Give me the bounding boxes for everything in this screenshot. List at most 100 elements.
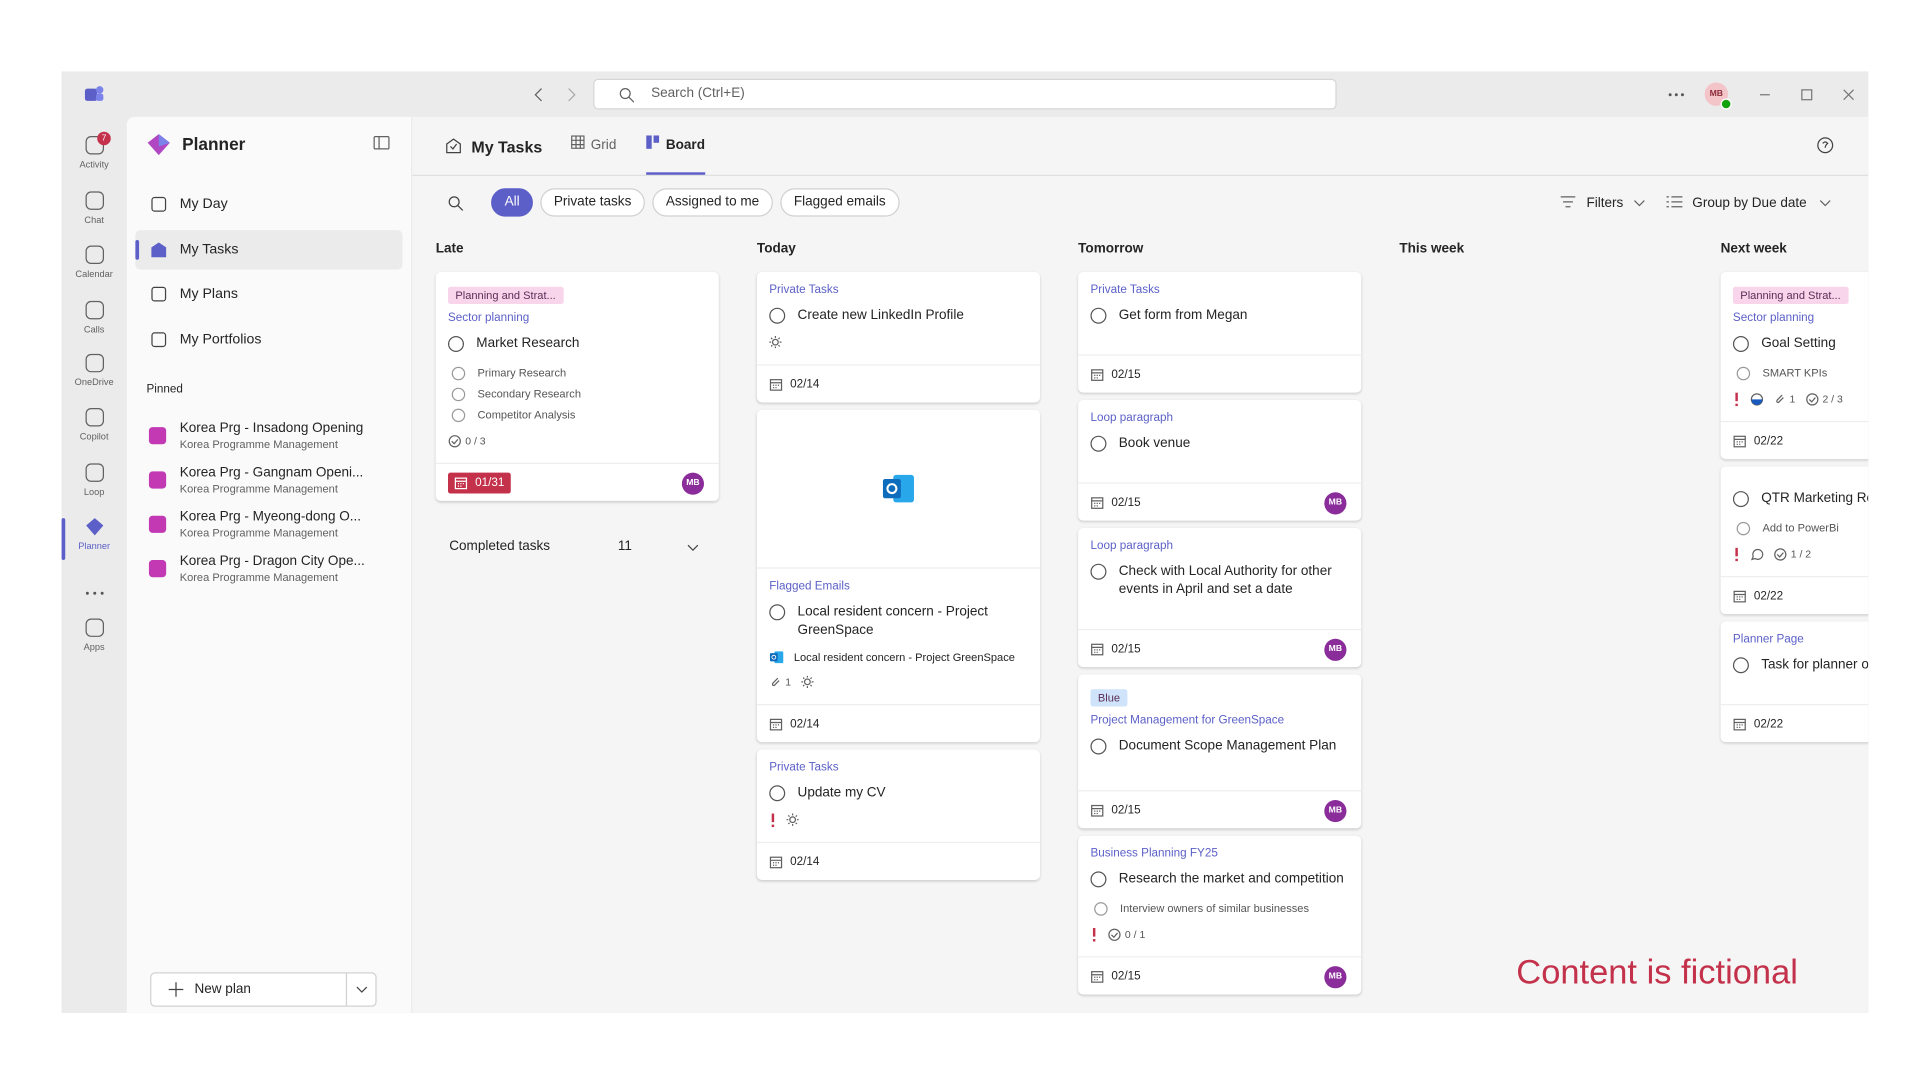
nav-item[interactable]: My Portfolios xyxy=(135,320,402,359)
nav-label: My Portfolios xyxy=(179,332,262,348)
checkbox[interactable] xyxy=(447,335,464,352)
icon xyxy=(151,196,167,212)
checkbox[interactable] xyxy=(1732,335,1749,352)
meta-priority xyxy=(1733,547,1740,561)
help-icon[interactable] xyxy=(1817,137,1834,154)
plan-subtitle: Korea Programme Management xyxy=(179,438,338,451)
plus-icon xyxy=(168,982,184,997)
filter-chip[interactable]: Flagged emails xyxy=(780,188,900,217)
rail-item[interactable]: Calls xyxy=(62,294,127,348)
collapse-button[interactable] xyxy=(373,135,390,150)
filters-icon xyxy=(1560,196,1576,208)
checklist-item: Secondary Research xyxy=(448,384,706,405)
date-text: 02/15 xyxy=(1111,367,1141,381)
checkbox[interactable] xyxy=(451,387,466,402)
task-card[interactable]: Private Tasks Create new LinkedIn Profile… xyxy=(756,271,1040,403)
chevron[interactable] xyxy=(356,986,368,993)
checkbox[interactable] xyxy=(1090,435,1107,452)
task-card[interactable]: Planner Page Task for planner o 02/22 xyxy=(1720,621,1869,743)
assignee: MB xyxy=(1324,966,1347,989)
rail-item[interactable]: OneDrive xyxy=(62,347,127,401)
new-plan-button[interactable]: New plan xyxy=(150,972,377,1007)
view-tab[interactable]: Board xyxy=(646,135,705,175)
date-text: 02/22 xyxy=(1753,716,1784,731)
checkbox[interactable] xyxy=(1090,738,1107,755)
checkbox[interactable] xyxy=(769,307,786,324)
completed-tasks[interactable]: Completed tasks 11 xyxy=(436,528,719,565)
checkbox[interactable] xyxy=(1090,307,1107,324)
plan-name: Korea Prg - Gangnam Openi... xyxy=(179,465,364,480)
due-date: 02/14 xyxy=(769,717,819,730)
task-card[interactable]: Loop paragraph Book venue 02/15 MB xyxy=(1078,399,1362,521)
checkbox[interactable] xyxy=(769,785,786,802)
task-card[interactable]: Planning and Strat... Sector planning Goal… xyxy=(1720,271,1869,460)
icon xyxy=(1733,590,1746,602)
rail-item[interactable]: Apps xyxy=(62,612,127,666)
title-text: Book venue xyxy=(1118,435,1191,451)
task-card[interactable]: Business Planning FY25 Research the marke… xyxy=(1078,835,1362,995)
pinned-plan[interactable]: Korea Prg - Gangnam Openi... Korea Progra… xyxy=(146,465,392,502)
view-tab[interactable]: Grid xyxy=(571,135,616,172)
filter-chip[interactable]: All xyxy=(491,188,534,217)
filter-chip[interactable]: Private tasks xyxy=(540,188,645,217)
assignee: MB xyxy=(1324,492,1347,515)
checklist-item: Interview owners of similar businesses xyxy=(1090,898,1348,919)
column-title: Next week xyxy=(1720,241,1787,256)
meta-check: 1 / 2 xyxy=(1774,547,1811,561)
checkbox[interactable] xyxy=(1736,366,1751,381)
completed-label: Completed tasks xyxy=(449,539,551,554)
rail-item[interactable]: Calendar xyxy=(62,239,127,293)
task-card[interactable]: Planning and Strat... Sector planning Mark… xyxy=(435,271,719,501)
checklist-text: SMART KPIs xyxy=(1762,366,1828,380)
rail-item[interactable]: Loop xyxy=(62,457,127,511)
checkbox[interactable] xyxy=(769,604,786,621)
filter-search[interactable] xyxy=(447,194,464,211)
checkbox[interactable] xyxy=(451,408,466,423)
icon xyxy=(769,335,782,349)
nav-label: My Tasks xyxy=(179,242,239,257)
task-card[interactable]: Loop paragraph Check with Local Authority… xyxy=(1078,527,1362,668)
task-card[interactable]: Private Tasks Get form from Megan 02/15 xyxy=(1078,271,1362,393)
checklist-item: Primary Research xyxy=(448,363,706,384)
meta-progress xyxy=(1750,392,1764,406)
plan-icon xyxy=(148,427,167,445)
group-by-button[interactable]: Group by Due date xyxy=(1692,195,1807,211)
plan-icon xyxy=(148,559,167,578)
card-footer: 02/15 MB xyxy=(1078,956,1362,994)
rail-item[interactable]: Activity 7 xyxy=(62,129,127,183)
title-text: Update my CV xyxy=(797,785,886,800)
filter-chip[interactable]: Assigned to me xyxy=(652,188,773,217)
checkbox[interactable] xyxy=(1732,491,1749,508)
task-card[interactable]: QTR Marketing Re Add to PowerBi 1 / 2 02/22 xyxy=(1720,466,1869,615)
rail-item[interactable]: Copilot xyxy=(62,401,127,455)
more-icon[interactable] xyxy=(1668,92,1685,97)
search-box[interactable]: Search (Ctrl+E) xyxy=(593,78,1337,110)
task-card[interactable]: Flagged Emails Local resident concern - P… xyxy=(756,409,1040,743)
checkbox[interactable] xyxy=(1090,871,1107,888)
checkbox[interactable] xyxy=(1736,521,1751,536)
meta-row: 0 / 1 xyxy=(1090,927,1348,942)
rail-item[interactable]: Planner xyxy=(61,511,127,565)
checkbox[interactable] xyxy=(1094,902,1108,916)
due-date: 02/15 xyxy=(1090,803,1141,817)
history-nav[interactable] xyxy=(532,86,581,103)
filters-button[interactable]: Filters xyxy=(1586,195,1624,211)
window-controls[interactable] xyxy=(1758,86,1856,103)
more[interactable] xyxy=(85,580,105,602)
nav-item[interactable]: My Tasks xyxy=(135,229,403,270)
meta-attach: 1 xyxy=(769,676,791,688)
pinned-plan[interactable]: Korea Prg - Myeong-dong O... Korea Progra… xyxy=(146,510,392,547)
icon xyxy=(151,287,167,303)
checkbox[interactable] xyxy=(1090,563,1107,580)
checkbox[interactable] xyxy=(451,366,466,381)
rail-item[interactable]: Chat xyxy=(62,185,127,239)
checkbox[interactable] xyxy=(1732,657,1749,674)
nav-item[interactable]: My Plans xyxy=(135,275,402,314)
task-card[interactable]: Private Tasks Update my CV 02/14 xyxy=(756,749,1040,880)
plan-name: Flagged Emails xyxy=(769,579,850,594)
pinned-plan[interactable]: Korea Prg - Insadong Opening Korea Progra… xyxy=(146,421,392,458)
nav-item[interactable]: My Day xyxy=(135,185,402,224)
task-card[interactable]: Blue Project Management for GreenSpace Doc… xyxy=(1078,674,1362,829)
page-title: My Tasks xyxy=(471,137,543,157)
pinned-plan[interactable]: Korea Prg - Dragon City Ope... Korea Prog… xyxy=(146,554,392,591)
